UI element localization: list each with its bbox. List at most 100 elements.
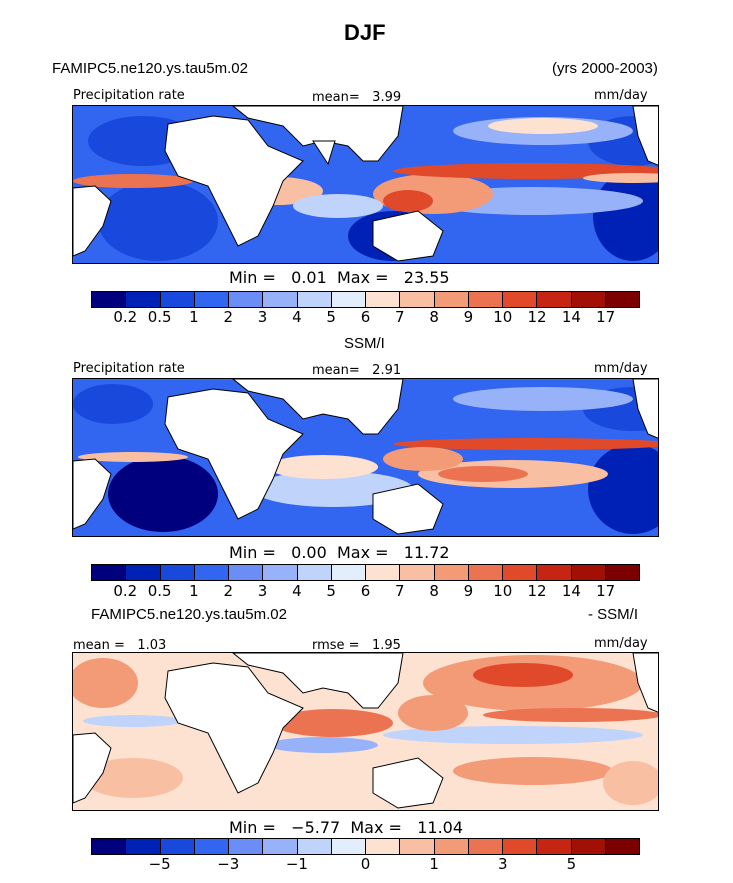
- colorbar-swatch: [92, 292, 127, 307]
- panel2-dry-north-atlantic: [73, 384, 153, 424]
- panel3-units: mm/day: [594, 636, 648, 651]
- panel1-heatmap: [73, 106, 658, 263]
- colorbar-tick-label: 8: [429, 582, 439, 600]
- colorbar-tick-label: 10: [493, 308, 513, 326]
- colorbar-tick-label: −1: [285, 855, 308, 873]
- colorbar-swatch: [503, 292, 538, 307]
- colorbar-tick-label: 0.5: [147, 582, 172, 600]
- colorbar-swatch: [434, 839, 469, 854]
- colorbar-tick-label: 4: [292, 308, 302, 326]
- panel3-indian-bias: [273, 709, 393, 737]
- colorbar-tick-label: 5: [566, 855, 577, 873]
- colorbar-swatch: [160, 839, 195, 854]
- panel1-mean: mean= 3.99: [312, 90, 402, 105]
- colorbar-swatch: [92, 565, 127, 580]
- panel2-variable-label: Precipitation rate: [73, 361, 185, 376]
- colorbar-tick-label: 3: [257, 308, 268, 326]
- colorbar-swatch: [400, 292, 435, 307]
- panel2-min-max: Min = 0.00 Max = 11.72: [229, 543, 450, 562]
- colorbar-swatch: [571, 565, 606, 580]
- colorbar-tick-label: 9: [463, 308, 474, 326]
- colorbar-tick-label: 7: [395, 582, 405, 600]
- panel2-indian-wet: [268, 455, 378, 479]
- colorbar-swatch: [468, 839, 503, 854]
- colorbar-swatch: [537, 839, 572, 854]
- panel1-itcz-pacific: [393, 163, 658, 179]
- panel3-north-america: [632, 653, 658, 713]
- colorbar-tick-label: −5: [148, 855, 171, 873]
- colorbar-swatch: [126, 565, 161, 580]
- colorbar-swatch: [400, 839, 435, 854]
- panel2-midlat-pacific: [453, 387, 633, 411]
- colorbar-tick-label: 2: [223, 308, 234, 326]
- colorbar-swatch: [605, 839, 639, 854]
- panel2-source-label: SSM/I: [344, 335, 385, 352]
- panel3-mean: mean = 1.03: [73, 638, 167, 653]
- colorbar-swatch: [331, 839, 366, 854]
- panel1-units: mm/day: [594, 88, 648, 103]
- colorbar-tick-label: 4: [292, 582, 302, 600]
- colorbar-swatch: [92, 839, 127, 854]
- colorbar-swatch: [468, 565, 503, 580]
- colorbar-tick-label: 6: [360, 308, 371, 326]
- colorbar-swatch: [297, 565, 332, 580]
- colorbar-tick-label: 2: [223, 582, 234, 600]
- colorbar-tick-label: 3: [257, 582, 268, 600]
- colorbar-swatch: [366, 565, 401, 580]
- panel3-south-atlantic-bias: [83, 758, 183, 798]
- colorbar-swatch: [194, 565, 229, 580]
- panel1-indian-ocean-wet: [293, 194, 383, 218]
- colorbar-swatch: [537, 292, 572, 307]
- colorbar-tick-label: 7: [395, 308, 405, 326]
- colorbar-tick-label: 6: [360, 582, 371, 600]
- panel1-warm-pool-core: [383, 190, 433, 212]
- panel1-colorbar: [91, 291, 640, 308]
- panel2-map: [72, 378, 659, 537]
- colorbar-swatch: [605, 565, 639, 580]
- colorbar-swatch: [194, 839, 229, 854]
- panel3-north-pacific-core: [473, 663, 573, 687]
- panel2-australia: [372, 483, 444, 535]
- colorbar-tick-label: 17: [596, 308, 616, 326]
- colorbar-swatch: [229, 839, 264, 854]
- colorbar-swatch: [160, 565, 195, 580]
- panel1-dry-south-atlantic: [98, 181, 218, 261]
- colorbar-tick-label: 1: [429, 855, 439, 873]
- colorbar-tick-label: 0.5: [147, 308, 172, 326]
- panel2-units: mm/day: [594, 361, 648, 376]
- panel2-north-america: [632, 379, 658, 439]
- panel1-map: [72, 105, 659, 264]
- panel2-itcz-pacific: [393, 438, 658, 450]
- colorbar-tick-label: 5: [326, 582, 336, 600]
- colorbar-tick-label: 0: [360, 855, 371, 873]
- colorbar-tick-label: 12: [527, 582, 547, 600]
- panel3-africa: [164, 662, 304, 794]
- colorbar-swatch: [571, 839, 606, 854]
- colorbar-swatch: [571, 292, 606, 307]
- colorbar-tick-label: 5: [326, 308, 336, 326]
- panel2-itcz-atlantic: [78, 452, 188, 462]
- panel1-india: [312, 140, 336, 166]
- colorbar-swatch: [263, 565, 298, 580]
- panel3-south-pacific-bias: [603, 761, 658, 805]
- panel1-itcz-atlantic: [73, 174, 193, 188]
- colorbar-swatch: [331, 565, 366, 580]
- colorbar-swatch: [331, 292, 366, 307]
- panel1-variable-label: Precipitation rate: [73, 88, 185, 103]
- colorbar-swatch: [537, 565, 572, 580]
- colorbar-tick-label: 17: [596, 582, 616, 600]
- panel2-heatmap: [73, 379, 658, 536]
- panel2-south-america: [73, 458, 112, 530]
- panel1-north-america: [632, 106, 658, 166]
- panel3-diff-left: FAMIPC5.ne120.ys.tau5m.02: [91, 606, 287, 623]
- panel2-mean: mean= 2.91: [312, 363, 402, 378]
- colorbar-tick-label: 1: [189, 308, 199, 326]
- panel3-north-atlantic-bias: [73, 658, 138, 708]
- colorbar-tick-label: −3: [217, 855, 240, 873]
- colorbar-swatch: [229, 565, 264, 580]
- colorbar-swatch: [263, 292, 298, 307]
- panel3-rmse: rmse = 1.95: [312, 638, 401, 653]
- panel1-eurasia: [232, 106, 404, 162]
- figure-title: DJF: [344, 20, 386, 45]
- panel2-warm-pool: [383, 447, 463, 471]
